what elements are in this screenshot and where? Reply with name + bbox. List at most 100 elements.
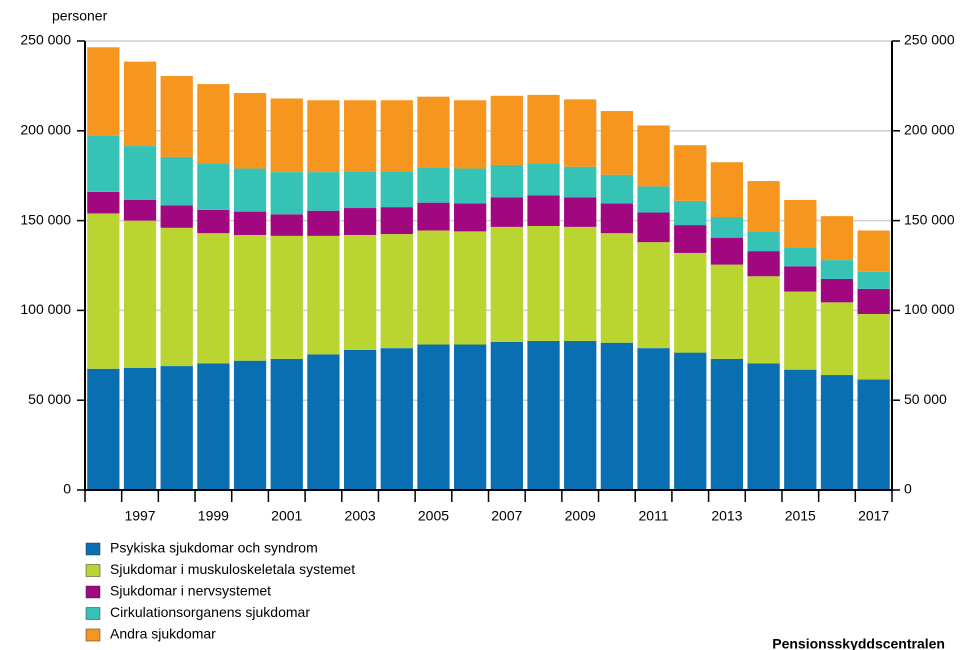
bar-segment xyxy=(674,252,707,353)
bar-segment xyxy=(307,210,340,236)
bar-segment xyxy=(454,100,487,169)
bar-segment xyxy=(710,217,744,238)
x-tick-label: 2011 xyxy=(639,508,669,524)
bar-segment xyxy=(527,340,560,490)
bar-segment xyxy=(674,145,707,201)
bar-segment xyxy=(820,375,854,490)
bar-segment xyxy=(233,360,267,490)
bar-segment xyxy=(380,171,413,208)
bar-segment xyxy=(857,230,890,272)
bar-segment xyxy=(417,344,450,490)
bar-segment xyxy=(123,367,157,490)
bar-segment xyxy=(454,344,487,490)
x-tick-label: 2007 xyxy=(491,508,522,524)
bar-segment xyxy=(637,125,670,187)
legend-label: Psykiska sjukdomar och syndrom xyxy=(110,540,318,556)
bar-segment xyxy=(600,342,634,490)
bar-segment xyxy=(197,209,230,234)
bar-segment xyxy=(600,203,634,234)
bar-segment xyxy=(490,95,523,165)
bar-segment xyxy=(637,348,670,490)
bar-segment xyxy=(87,47,120,136)
bar-segment xyxy=(564,226,597,341)
bar-segment xyxy=(380,234,413,349)
legend-label: Sjukdomar i muskuloskeletala systemet xyxy=(110,561,355,577)
bar-segment xyxy=(87,368,120,490)
bar-segment xyxy=(527,94,560,164)
y-tick-label: 250 000 xyxy=(20,32,71,48)
bar-segment xyxy=(820,278,854,303)
bar-segment xyxy=(307,235,340,355)
x-tick-label: 1999 xyxy=(198,508,229,524)
bar-segment xyxy=(270,214,303,236)
bar-segment xyxy=(270,98,303,173)
bar-segment xyxy=(637,212,670,243)
bar-segment xyxy=(197,84,230,164)
bar-segment xyxy=(197,163,230,210)
legend-swatch xyxy=(85,542,101,556)
bar-segment xyxy=(87,135,120,192)
bar-segment xyxy=(637,186,670,213)
x-tick-label: 2009 xyxy=(565,508,596,524)
bar-segment xyxy=(233,211,267,235)
bar-segment xyxy=(820,302,854,376)
bar-segment xyxy=(490,164,523,198)
bar-segment xyxy=(527,195,560,226)
bar-segment xyxy=(270,172,303,215)
bar-segment xyxy=(527,225,560,341)
x-tick-label: 2001 xyxy=(271,508,302,524)
bar-segment xyxy=(857,313,890,380)
bar-segment xyxy=(490,226,523,342)
x-tick-label: 2017 xyxy=(858,508,889,524)
bar-segment xyxy=(600,174,634,204)
bar-segment xyxy=(857,379,890,490)
bar-segment xyxy=(87,191,120,214)
bar-segment xyxy=(674,200,707,226)
bar-segment xyxy=(820,216,854,261)
y2-tick-label: 50 000 xyxy=(904,391,947,407)
legend-swatch xyxy=(85,628,101,642)
y-tick-label: 150 000 xyxy=(20,211,71,227)
bar-segment xyxy=(233,93,267,169)
bar-segment xyxy=(160,156,193,206)
y-tick-label: 200 000 xyxy=(20,122,71,138)
bar-segment xyxy=(564,166,597,198)
bar-segment xyxy=(233,168,267,212)
bar-segment xyxy=(417,167,450,203)
bar-segment xyxy=(343,208,377,235)
bar-segment xyxy=(857,288,890,314)
x-tick-label: 2015 xyxy=(785,508,816,524)
bar-segment xyxy=(747,181,780,232)
bar-segment xyxy=(564,340,597,490)
y2-tick-label: 100 000 xyxy=(904,301,955,317)
y-tick-label: 0 xyxy=(63,481,71,497)
bar-segment xyxy=(564,197,597,227)
bar-segment xyxy=(307,354,340,490)
legend-label: Sjukdomar i nervsystemet xyxy=(110,583,271,599)
y-tick-label: 50 000 xyxy=(28,391,71,407)
bar-segment xyxy=(637,242,670,349)
bar-segment xyxy=(527,163,560,196)
bar-segment xyxy=(343,100,377,172)
bar-segment xyxy=(820,260,854,279)
y2-tick-label: 200 000 xyxy=(904,122,955,138)
bar-segment xyxy=(160,205,193,228)
bar-segment xyxy=(710,162,744,218)
bar-segment xyxy=(380,100,413,172)
bar-segment xyxy=(417,96,450,168)
bar-segment xyxy=(197,233,230,364)
x-tick-label: 1997 xyxy=(124,508,155,524)
bar-segment xyxy=(674,225,707,253)
bar-segment xyxy=(747,251,780,277)
bar-segment xyxy=(784,291,817,370)
legend-swatch xyxy=(85,585,101,599)
bar-segment xyxy=(307,100,340,173)
bar-segment xyxy=(490,197,523,227)
bar-segment xyxy=(123,220,157,368)
bar-segment xyxy=(454,168,487,204)
bar-segment xyxy=(784,266,817,292)
bar-segment xyxy=(857,271,890,289)
bar-segment xyxy=(270,235,303,359)
bar-segment xyxy=(674,352,707,490)
bar-segment xyxy=(784,369,817,490)
